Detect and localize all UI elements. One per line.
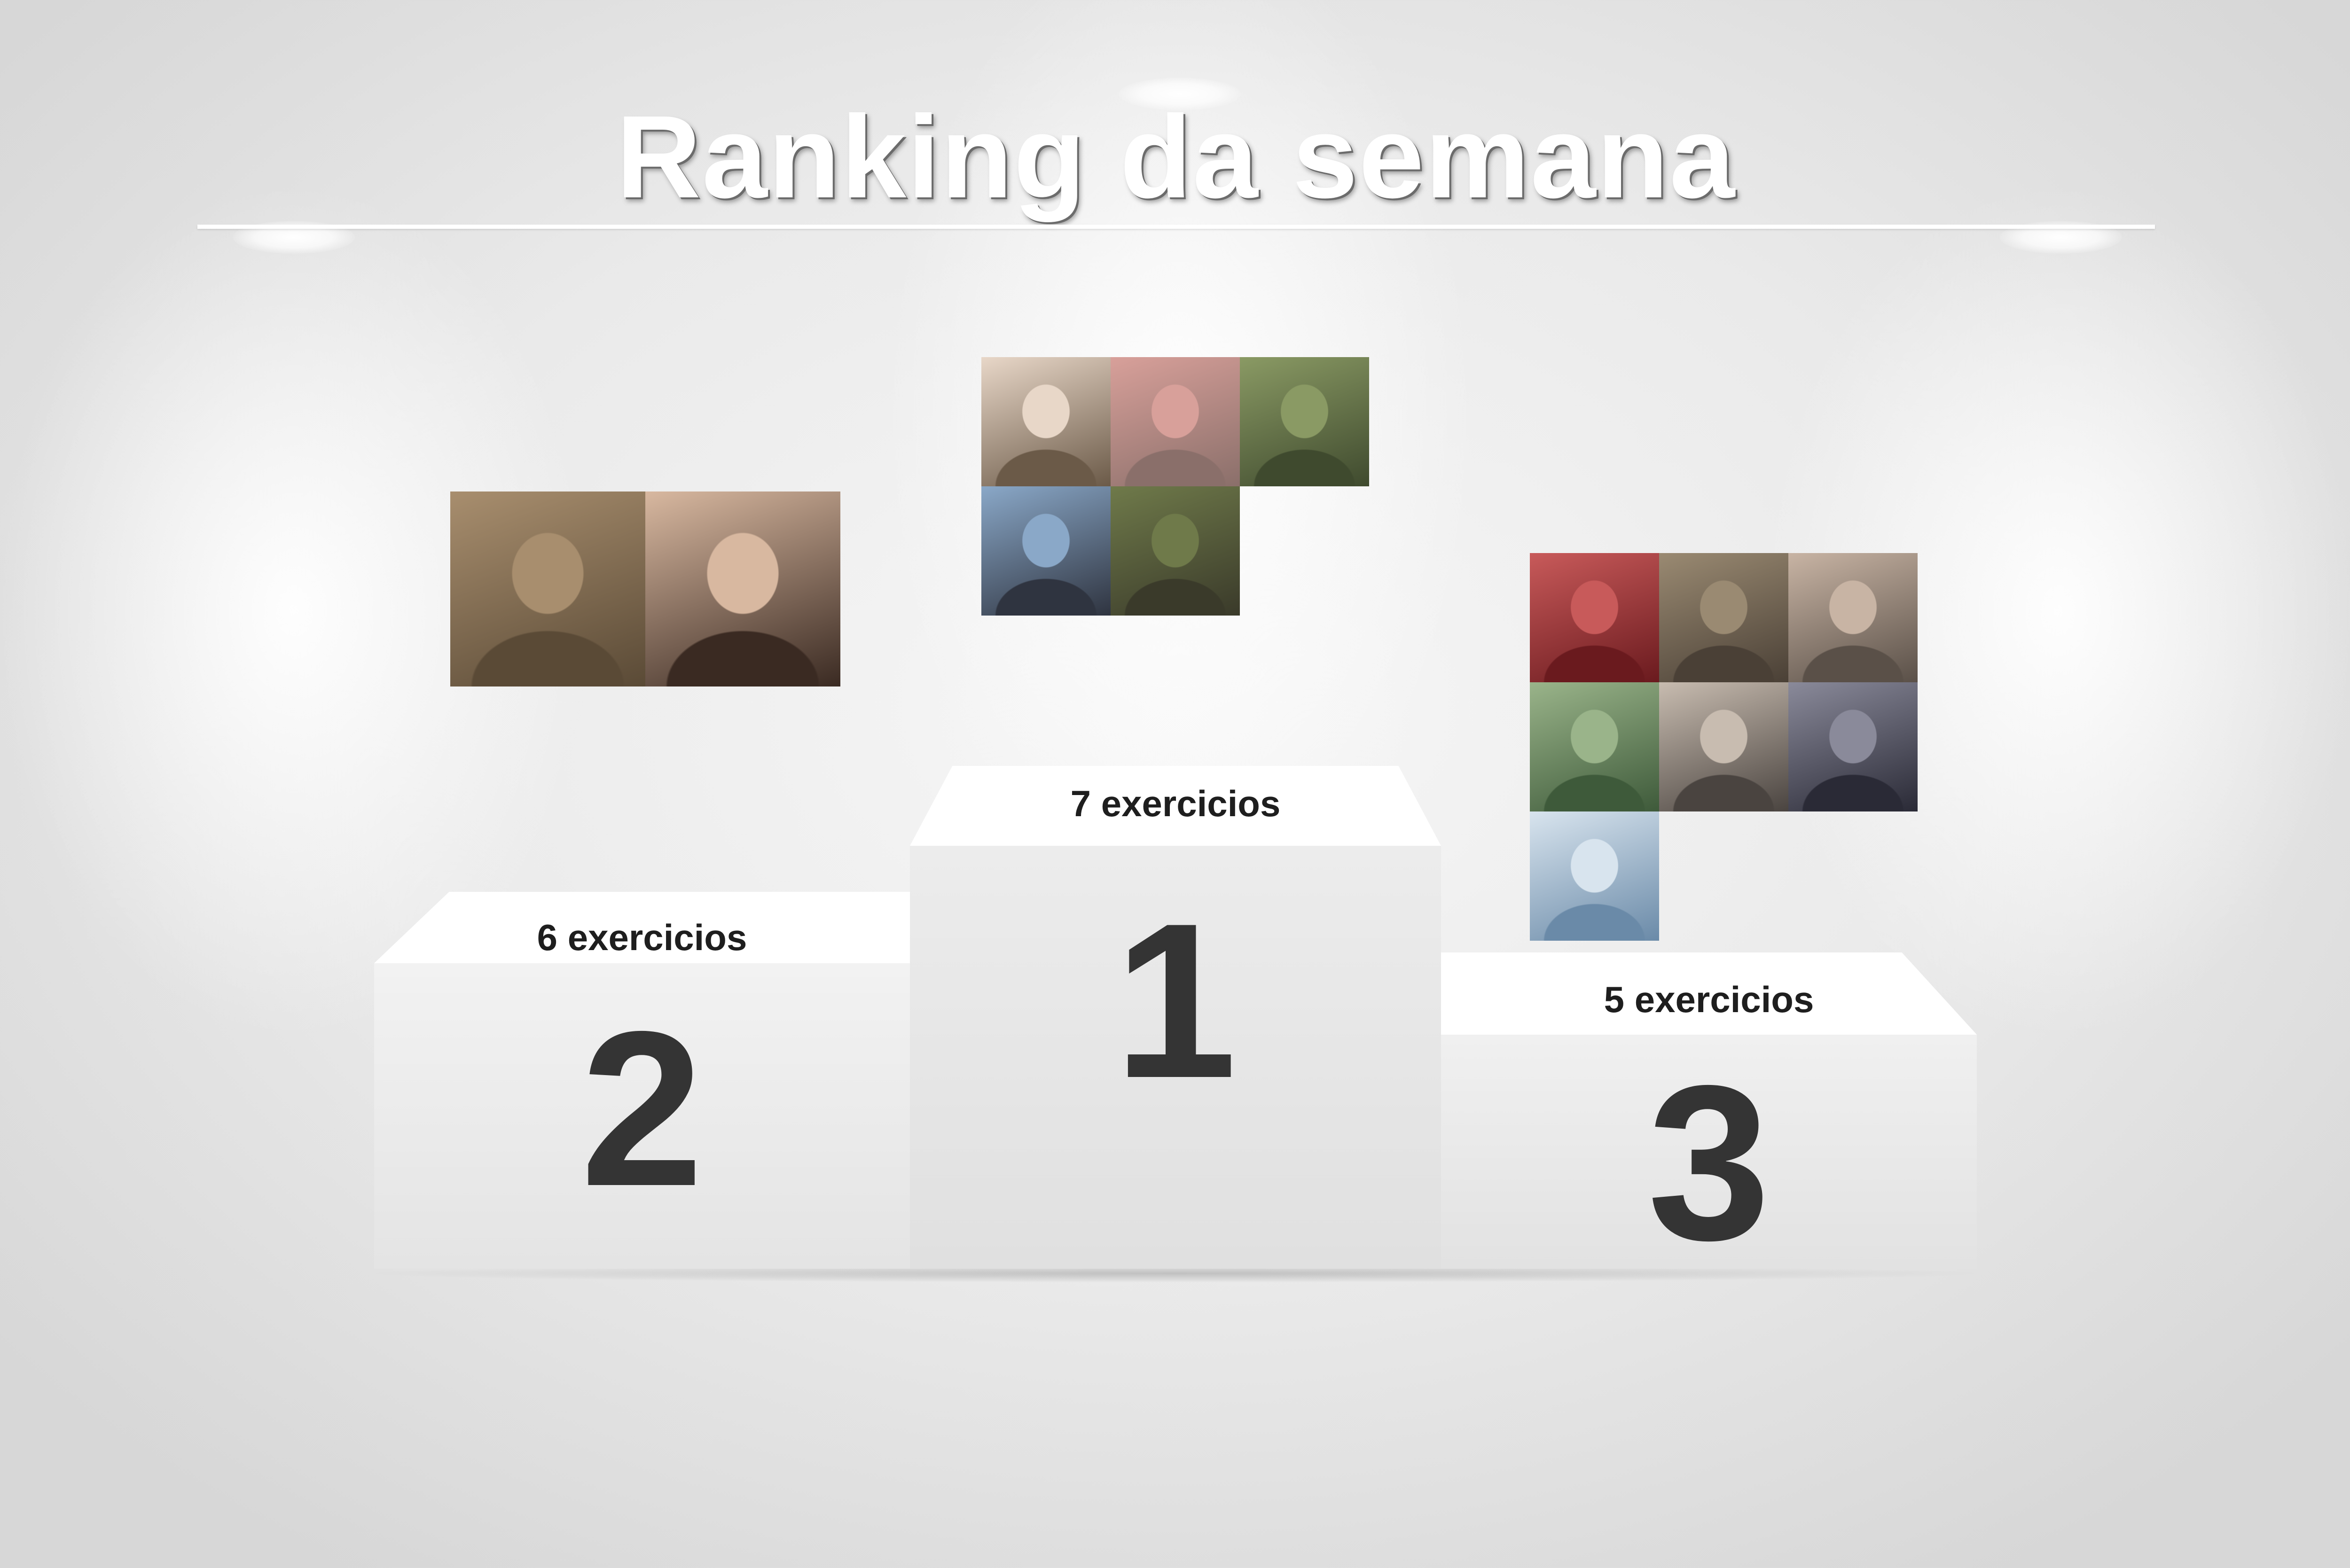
person-photo-icon: [1111, 357, 1240, 486]
spotlight-center-icon: [1119, 78, 1241, 110]
person-photo-icon: [1530, 811, 1659, 941]
second-place-rank: 2: [580, 985, 704, 1232]
third-place-step-top: [1441, 952, 1977, 1035]
second-place-step-top: [374, 892, 910, 963]
person-photo-icon: [1530, 682, 1659, 811]
second-place-count: 6 exercicios: [537, 917, 747, 958]
title-divider: [197, 225, 2155, 229]
second-place-photos: [450, 491, 840, 686]
third-place-photos: [1530, 553, 1918, 941]
first-place-photos: [981, 357, 1369, 616]
third-place-count: 5 exercicios: [1604, 979, 1814, 1020]
person-photo-icon: [1788, 682, 1918, 811]
person-photo-icon: [1788, 553, 1918, 682]
first-place-step-top: [910, 766, 1441, 846]
person-photo-icon: [1240, 357, 1369, 486]
person-photo-icon: [1111, 486, 1240, 616]
first-place-count: 7 exercicios: [1070, 783, 1281, 824]
first-place-step: [910, 846, 1441, 1269]
person-photo-icon: [645, 491, 840, 686]
second-place-step: [374, 963, 910, 1269]
person-photo-icon: [1530, 553, 1659, 682]
person-photo-icon: [981, 486, 1111, 616]
person-photo-icon: [1659, 553, 1788, 682]
person-photo-icon: [450, 491, 645, 686]
person-photo-icon: [981, 357, 1111, 486]
third-place-rank: 3: [1647, 1039, 1770, 1286]
page-title: Ranking da semana: [616, 91, 1736, 222]
first-place-rank: 1: [1114, 877, 1237, 1124]
third-place-step: [1441, 1035, 1977, 1269]
person-photo-icon: [1659, 682, 1788, 811]
